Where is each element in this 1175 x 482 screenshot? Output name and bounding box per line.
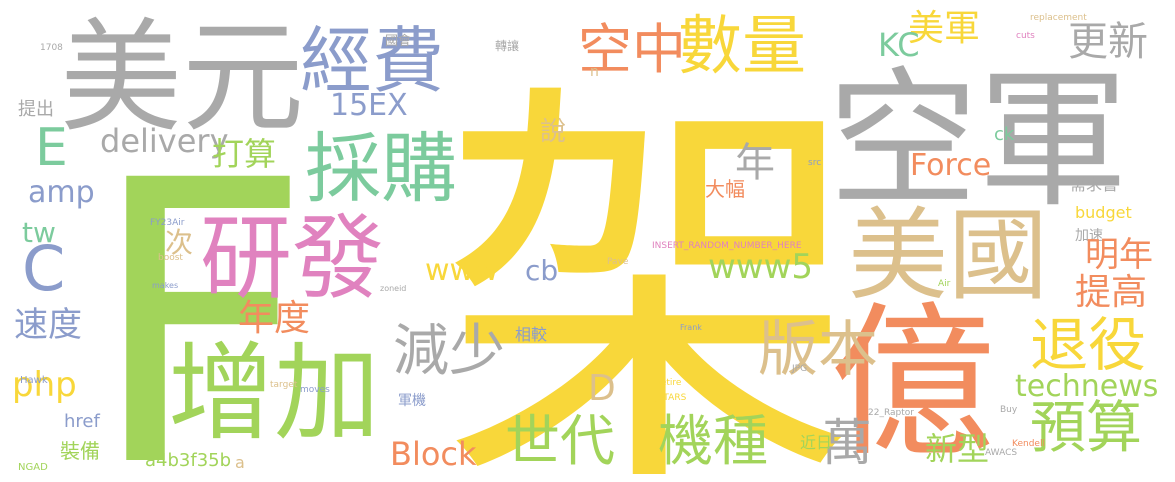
word: replacement: [1030, 13, 1087, 23]
word: 數量: [678, 10, 806, 84]
word: 大幅: [705, 177, 745, 201]
word: 年度: [238, 298, 310, 339]
word: Frank: [680, 323, 702, 332]
word: 軍機: [398, 393, 426, 409]
word: 經費: [300, 19, 444, 103]
word: 次: [165, 226, 193, 259]
word: makes: [152, 281, 178, 290]
word: JSTARS: [654, 393, 687, 403]
word: C: [22, 232, 65, 305]
word: Kendell: [1012, 439, 1045, 449]
word: AWACS: [985, 448, 1017, 458]
word: 22_Raptor: [868, 408, 914, 418]
word: Air: [938, 279, 951, 289]
word: Retire: [655, 378, 682, 388]
word: 提高: [1075, 272, 1147, 313]
word: 15EX: [330, 88, 408, 123]
word: 空中: [578, 18, 686, 81]
word: 採購: [305, 124, 457, 213]
word: 相較: [515, 325, 547, 344]
word: Pave: [607, 257, 629, 267]
word: a: [235, 453, 245, 472]
word: 美軍: [908, 8, 980, 49]
word: 美國: [848, 197, 1048, 314]
word: 美元: [60, 7, 304, 149]
word: 新型: [925, 430, 989, 468]
word: Hawk: [20, 375, 48, 386]
word: E: [35, 118, 68, 178]
word: NGAD: [18, 462, 48, 473]
word: 需求書: [1070, 175, 1118, 194]
word: INSERT_RANDOM_NUMBER_HERE: [652, 241, 802, 251]
word: href: [64, 411, 100, 432]
word: 減少: [393, 319, 505, 384]
word: 架: [440, 51, 860, 482]
word: 加速: [1075, 228, 1103, 244]
word: 明年: [1085, 235, 1153, 275]
word: 速度: [14, 305, 82, 345]
word: FY23Air: [150, 218, 185, 228]
word: Block: [390, 435, 477, 473]
word: technews: [1015, 369, 1158, 404]
word: Buy: [1000, 405, 1018, 415]
word: F: [88, 98, 312, 482]
word: 空軍: [828, 54, 1128, 228]
word: JPG: [791, 364, 807, 374]
word: 轉讓: [495, 38, 519, 53]
word: 裝備: [60, 439, 100, 463]
word: 提出: [18, 99, 54, 120]
word: 退役: [1030, 311, 1146, 379]
word: Force: [910, 148, 991, 183]
word: 增加: [168, 332, 380, 455]
word: 更新: [1068, 19, 1148, 65]
word: amp: [28, 175, 95, 210]
word: delivery: [100, 122, 229, 160]
word: 年: [735, 140, 775, 186]
word: 研發: [200, 205, 384, 312]
word: src: [808, 158, 821, 168]
word: tw: [22, 216, 56, 249]
word: 億: [830, 287, 995, 479]
word: 機種: [658, 409, 768, 473]
word: 1708: [40, 43, 63, 53]
word: a4b3f35b: [145, 450, 231, 471]
word: moves: [300, 385, 330, 395]
word: www5: [708, 247, 813, 287]
word: 打算: [212, 135, 276, 173]
word: 說: [540, 117, 566, 147]
word: boost: [158, 253, 183, 263]
word: ck: [994, 124, 1015, 145]
word: budget: [1075, 203, 1132, 222]
word: n: [590, 64, 599, 80]
word: target: [270, 380, 298, 390]
word: KC: [878, 26, 920, 64]
word: php: [12, 365, 77, 405]
word: 世代: [505, 409, 615, 473]
word: cb: [525, 254, 558, 287]
word: www: [425, 253, 499, 288]
word: 萬: [822, 414, 872, 472]
word: cuts: [1016, 31, 1035, 41]
word: zoneid: [380, 284, 406, 293]
word: 版本: [758, 315, 878, 385]
word: 預算: [1030, 396, 1142, 461]
word: 近日: [800, 433, 832, 452]
word: D: [588, 368, 616, 409]
word: 國會: [385, 34, 411, 49]
